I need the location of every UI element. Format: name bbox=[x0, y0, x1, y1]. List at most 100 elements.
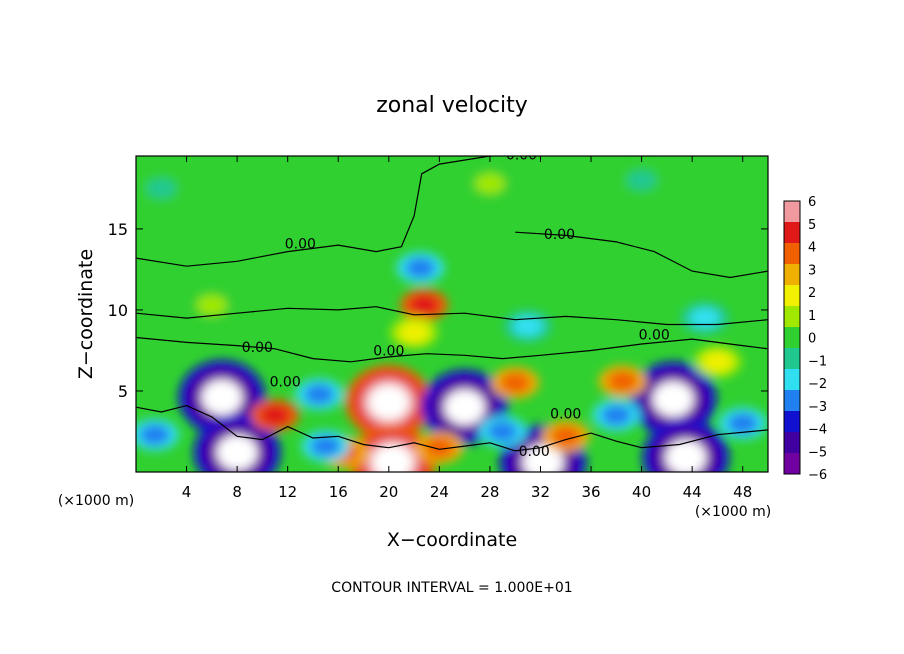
heatmap-cell-3 bbox=[349, 424, 436, 472]
colorbar-tick-label-8: −2 bbox=[808, 377, 827, 392]
colorbar: 6 5 4 3 2 1 0 −1 −2 −3 −4 −5 −6 bbox=[783, 195, 827, 483]
x-tick-label-7: 32 bbox=[531, 483, 550, 501]
heatmap-cell-17 bbox=[301, 430, 350, 463]
contour-label-1: 0.00 bbox=[285, 237, 316, 253]
colorbar-swatch-3 bbox=[784, 264, 800, 286]
heatmap-cell-28 bbox=[137, 172, 186, 205]
heatmap-cell-10 bbox=[415, 431, 464, 464]
colorbar-tick-label-10: −4 bbox=[808, 423, 827, 438]
heatmap-mark-26-1 bbox=[196, 294, 227, 316]
y-tick-label-1: 10 bbox=[108, 301, 128, 320]
x-tick-label-5: 24 bbox=[430, 483, 449, 501]
colorbar-swatch-2 bbox=[784, 243, 800, 265]
x-tick-label-11: 48 bbox=[733, 483, 752, 501]
heatmap-cell-20 bbox=[592, 399, 641, 432]
colorbar-swatch-12 bbox=[784, 453, 800, 475]
heatmap-mark-18-1 bbox=[487, 421, 518, 442]
heatmap-cell-1 bbox=[193, 415, 281, 472]
colorbar-swatch-6 bbox=[784, 327, 800, 349]
heatmap-mark-15-1 bbox=[405, 257, 436, 279]
heatmap-cell-21 bbox=[718, 407, 767, 440]
heatmap-mark-23-1 bbox=[689, 307, 720, 329]
heatmap-mark-14-1 bbox=[409, 294, 440, 316]
y-axis: 5 10 15 bbox=[108, 220, 768, 401]
x-unit-right: (×1000 m) bbox=[695, 504, 771, 520]
y-tick-label-0: 5 bbox=[118, 382, 128, 401]
contour-line-2 bbox=[136, 306, 768, 326]
colorbar-tick-label-1: 5 bbox=[808, 218, 816, 233]
colorbar-tick-label-0: 6 bbox=[808, 195, 816, 210]
plot-frame bbox=[135, 155, 769, 473]
heatmap-mark-4-3 bbox=[444, 389, 486, 425]
heatmap-mark-5-3 bbox=[522, 444, 564, 472]
heatmap-mark-7-3 bbox=[665, 439, 707, 472]
heatmap-cell-13 bbox=[598, 365, 647, 398]
plot-area: 0.00 0.00 0.00 0.00 0.00 0.00 0.00 0.00 0.00 bbox=[135, 147, 769, 473]
contour-label-8: 0.00 bbox=[519, 444, 550, 460]
contour-label-5: 0.00 bbox=[270, 374, 301, 390]
heatmap-mark-13-1 bbox=[607, 370, 638, 392]
heatmap-cell-25 bbox=[390, 316, 439, 349]
contour-line-4 bbox=[136, 404, 768, 452]
colorbar-tick-label-3: 3 bbox=[808, 263, 816, 278]
colorbar-swatch-7 bbox=[784, 348, 800, 370]
x-tick-label-0: 4 bbox=[182, 483, 192, 501]
colorbar-tick-label-4: 2 bbox=[808, 286, 816, 301]
contour-labels: 0.00 0.00 0.00 0.00 0.00 0.00 0.00 0.00 0.00 bbox=[242, 147, 670, 460]
heatmap-mark-21-1 bbox=[727, 412, 758, 434]
heatmap-mark-6-3 bbox=[652, 381, 694, 417]
heatmap-cell-27 bbox=[465, 167, 514, 200]
colorbar-swatch-10 bbox=[784, 411, 800, 433]
contour-label-2: 0.00 bbox=[544, 227, 575, 243]
x-tick-label-10: 44 bbox=[683, 483, 702, 501]
colorbar-tick-label-9: −3 bbox=[808, 400, 827, 415]
heatmap-cell-16 bbox=[295, 378, 344, 411]
colorbar-swatch-5 bbox=[784, 306, 800, 328]
heatmap-mark-28-1 bbox=[146, 178, 177, 199]
x-tick-label-2: 12 bbox=[278, 483, 297, 501]
heatmap-mark-16-1 bbox=[304, 383, 335, 405]
heatmap-mark-17-1 bbox=[310, 435, 341, 457]
x-tick-label-8: 36 bbox=[581, 483, 600, 501]
contour-line-3 bbox=[136, 336, 768, 363]
x-axis: 4 8 12 16 20 24 28 32 36 40 44 48 bbox=[182, 156, 752, 501]
contour-label-3: 0.00 bbox=[639, 327, 670, 343]
heatmap-mark-11-1 bbox=[500, 372, 531, 394]
heatmap-mark-2-3 bbox=[368, 384, 410, 420]
heatmap-cell-18 bbox=[478, 415, 527, 448]
x-tick-label-1: 8 bbox=[232, 483, 242, 501]
heatmap-cell-8 bbox=[251, 399, 300, 432]
heatmap-mark-24-1 bbox=[702, 351, 733, 373]
colorbar-swatch-0 bbox=[784, 201, 800, 223]
contour-label-7: 0.00 bbox=[550, 407, 581, 423]
heatmap-cell-29 bbox=[617, 164, 666, 197]
colorbar-tick-label-5: 1 bbox=[808, 309, 816, 324]
heatmap-cell-11 bbox=[491, 366, 540, 399]
colorbar-swatch-11 bbox=[784, 432, 800, 454]
heatmap-field bbox=[136, 164, 767, 472]
x-tick-label-6: 28 bbox=[480, 483, 499, 501]
x-tick-label-9: 40 bbox=[632, 483, 651, 501]
colorbar-tick-label-2: 4 bbox=[808, 241, 816, 256]
heatmap-mark-27-1 bbox=[474, 173, 505, 194]
contour-interval-footer: CONTOUR INTERVAL = 1.000E+01 bbox=[331, 580, 572, 596]
heatmap-mark-20-1 bbox=[601, 404, 632, 426]
heatmap-mark-25-1 bbox=[399, 322, 430, 344]
heatmap-mark-10-1 bbox=[424, 437, 455, 459]
y-axis-label: Z−coordinate bbox=[75, 249, 97, 379]
heatmap-cell-26 bbox=[187, 289, 236, 322]
heatmap-mark-29-1 bbox=[626, 169, 657, 191]
heatmap-cell-2 bbox=[345, 364, 432, 440]
colorbar-tick-label-12: −6 bbox=[808, 468, 827, 483]
heatmap-cell-14 bbox=[400, 289, 449, 322]
heatmap-cell-19 bbox=[503, 310, 552, 343]
heatmap-mark-1-3 bbox=[216, 434, 258, 471]
colorbar-tick-label-6: 0 bbox=[808, 332, 816, 347]
chart-title: zonal velocity bbox=[376, 93, 528, 118]
y-tick-label-2: 15 bbox=[108, 220, 128, 239]
heatmap-cell-24 bbox=[693, 345, 742, 378]
colorbar-swatch-8 bbox=[784, 369, 800, 391]
contour-label-0: 0.00 bbox=[506, 147, 537, 163]
